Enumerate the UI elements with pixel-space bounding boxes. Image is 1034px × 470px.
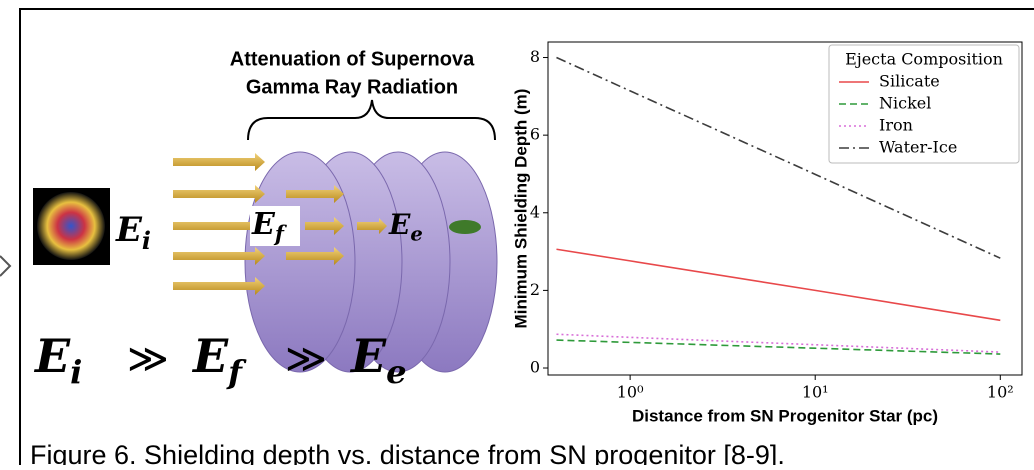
symbol: E bbox=[33, 329, 71, 383]
legend-label: Silicate bbox=[879, 72, 940, 91]
arrows bbox=[173, 153, 387, 295]
series-line bbox=[556, 333, 1001, 353]
energy-label: Ee bbox=[388, 208, 423, 245]
legend-label: Water-Ice bbox=[879, 138, 957, 157]
equation-term: Ee bbox=[349, 329, 407, 390]
subscript: e bbox=[386, 352, 406, 390]
operator: ≫ bbox=[127, 336, 169, 382]
x-tick-label: 10¹ bbox=[802, 383, 829, 402]
symbol: E bbox=[251, 207, 276, 242]
y-tick-label: 4 bbox=[530, 202, 540, 221]
equation-term: Ef bbox=[191, 329, 247, 390]
tardigrade bbox=[449, 220, 481, 234]
symbol: E bbox=[388, 208, 411, 241]
plot-frame bbox=[547, 41, 1023, 376]
y-tick-label: 8 bbox=[530, 47, 540, 66]
y-tick-label: 2 bbox=[530, 280, 540, 299]
nav-arrow bbox=[0, 255, 12, 277]
series-line bbox=[556, 56, 1001, 259]
frame bbox=[19, 8, 1034, 470]
label-box bbox=[250, 206, 300, 246]
symbol: E bbox=[191, 329, 229, 383]
equation-term: Ei bbox=[33, 329, 82, 390]
supernova-image bbox=[37, 192, 105, 260]
subscript: f bbox=[226, 352, 247, 390]
subscript: i bbox=[70, 352, 82, 390]
y-tick-label: 6 bbox=[530, 125, 540, 144]
legend-label: Nickel bbox=[879, 94, 931, 113]
subscript: i bbox=[142, 227, 151, 255]
subscript: e bbox=[410, 222, 422, 245]
diagram-title: Gamma Ray Radiation bbox=[246, 76, 458, 98]
legend-box bbox=[828, 44, 1020, 164]
diagram: Attenuation of Supernova Gamma Ray Radiat… bbox=[33, 48, 498, 390]
diagram-title: Attenuation of Supernova bbox=[230, 48, 475, 70]
legend-label: Iron bbox=[879, 116, 913, 135]
operator: ≫ bbox=[285, 336, 327, 382]
series-line bbox=[556, 248, 1001, 322]
chart: 0 2 4 6 8 10⁰ 10¹ 10² Distance from SN Progenito… bbox=[511, 41, 1023, 425]
y-axis-label: Minimum Shielding Depth (m) bbox=[511, 89, 530, 329]
y-tick-label: 0 bbox=[530, 358, 540, 377]
brace bbox=[247, 99, 496, 141]
energy-label: Ei bbox=[115, 210, 151, 255]
series-line bbox=[556, 339, 1001, 355]
x-tick-label: 10⁰ bbox=[617, 383, 644, 402]
symbol: E bbox=[349, 329, 387, 383]
legend-title: Ejecta Composition bbox=[845, 50, 1003, 69]
caption: Figure 6. Shielding depth vs. distance f… bbox=[30, 440, 785, 465]
x-axis-label: Distance from SN Progenitor Star (pc) bbox=[632, 406, 938, 425]
symbol: E bbox=[115, 210, 143, 250]
x-tick-label: 10² bbox=[987, 383, 1014, 402]
